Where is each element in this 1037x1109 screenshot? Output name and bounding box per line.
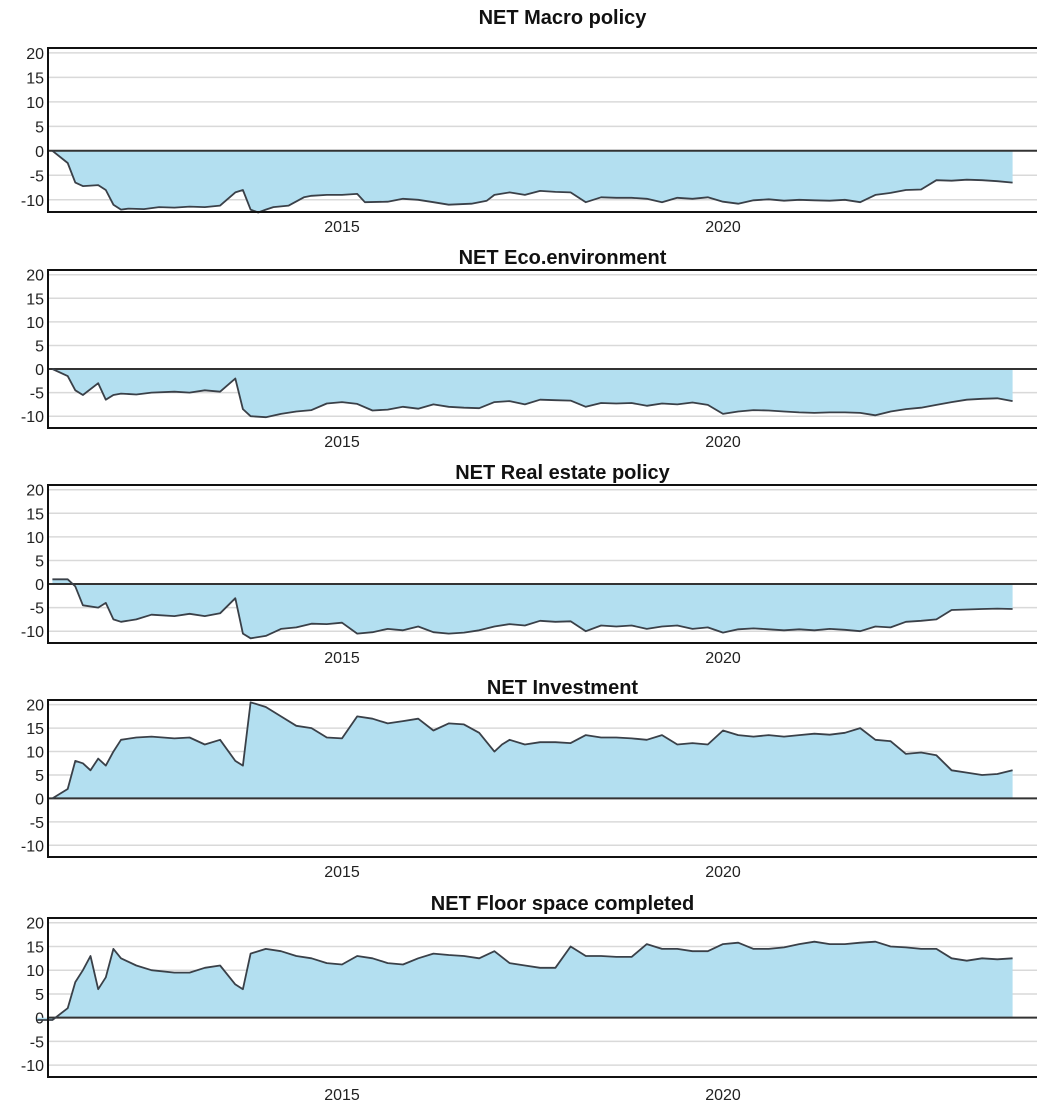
y-tick-label: 10	[26, 95, 44, 112]
x-tick-label: 2015	[324, 219, 360, 236]
y-tick-label: -5	[30, 1034, 44, 1051]
y-tick-label: 10	[26, 745, 44, 762]
x-tick-label: 2015	[324, 1087, 360, 1104]
x-tick-label: 2020	[705, 434, 741, 451]
y-tick-label: 5	[35, 987, 44, 1004]
y-tick-label: -5	[30, 168, 44, 185]
y-tick-label: 10	[26, 315, 44, 332]
panel-title: NET Macro policy	[479, 7, 648, 29]
y-tick-label: 15	[26, 291, 44, 308]
y-tick-label: -5	[30, 386, 44, 403]
y-tick-label: 15	[26, 70, 44, 87]
plot-frame	[47, 699, 1037, 858]
y-tick-label: 20	[26, 483, 44, 500]
plot-frame	[47, 484, 1037, 644]
x-tick-label: 2015	[324, 434, 360, 451]
panel-title: NET Floor space completed	[431, 893, 694, 915]
y-tick-label: 20	[26, 916, 44, 933]
plot-frame	[47, 47, 1037, 213]
y-tick-label: 20	[26, 268, 44, 285]
y-tick-label: 10	[26, 963, 44, 980]
series-line	[52, 578, 1013, 640]
y-tick-label: 5	[35, 338, 44, 355]
y-tick-label: 15	[26, 939, 44, 956]
series-area	[52, 369, 1013, 418]
series-area	[52, 702, 1013, 799]
y-tick-label: 15	[26, 721, 44, 738]
x-tick-label: 2020	[705, 864, 741, 881]
y-tick-label: -10	[21, 624, 44, 641]
y-tick-label: -5	[30, 601, 44, 618]
y-tick-label: 0	[35, 144, 44, 161]
x-tick-label: 2015	[324, 650, 360, 667]
y-tick-label: 10	[26, 530, 44, 547]
y-tick-label: 0	[35, 577, 44, 594]
panel-title: NET Real estate policy	[455, 462, 670, 484]
panel-title: NET Eco.environment	[459, 247, 667, 269]
y-tick-label: 5	[35, 768, 44, 785]
x-tick-label: 2020	[705, 1087, 741, 1104]
series-line	[51, 701, 1013, 800]
y-tick-label: 20	[26, 698, 44, 715]
plot-frame	[47, 917, 1037, 1078]
x-tick-label: 2015	[324, 864, 360, 881]
y-tick-label: -10	[21, 409, 44, 426]
y-tick-label: 20	[26, 46, 44, 63]
series-area	[52, 150, 1013, 213]
y-tick-label: 15	[26, 506, 44, 523]
y-tick-label: -10	[21, 838, 44, 855]
y-tick-label: 0	[35, 362, 44, 379]
series-line	[52, 368, 1013, 419]
series-line	[37, 940, 1013, 1021]
plot-frame	[47, 269, 1037, 429]
y-tick-label: -5	[30, 815, 44, 832]
y-tick-label: 0	[35, 791, 44, 808]
panel-title: NET Investment	[487, 677, 638, 699]
y-tick-label: 5	[35, 119, 44, 136]
series-area	[52, 579, 1013, 639]
x-tick-label: 2020	[705, 650, 741, 667]
x-tick-label: 2020	[705, 219, 741, 236]
y-tick-label: -10	[21, 193, 44, 210]
y-tick-label: 5	[35, 553, 44, 570]
series-line	[51, 150, 1013, 214]
series-area	[37, 941, 1013, 1020]
chart-panel-5: NET Floor space completed20151050-5-1020…	[21, 893, 1037, 1104]
y-tick-label: -10	[21, 1058, 44, 1075]
